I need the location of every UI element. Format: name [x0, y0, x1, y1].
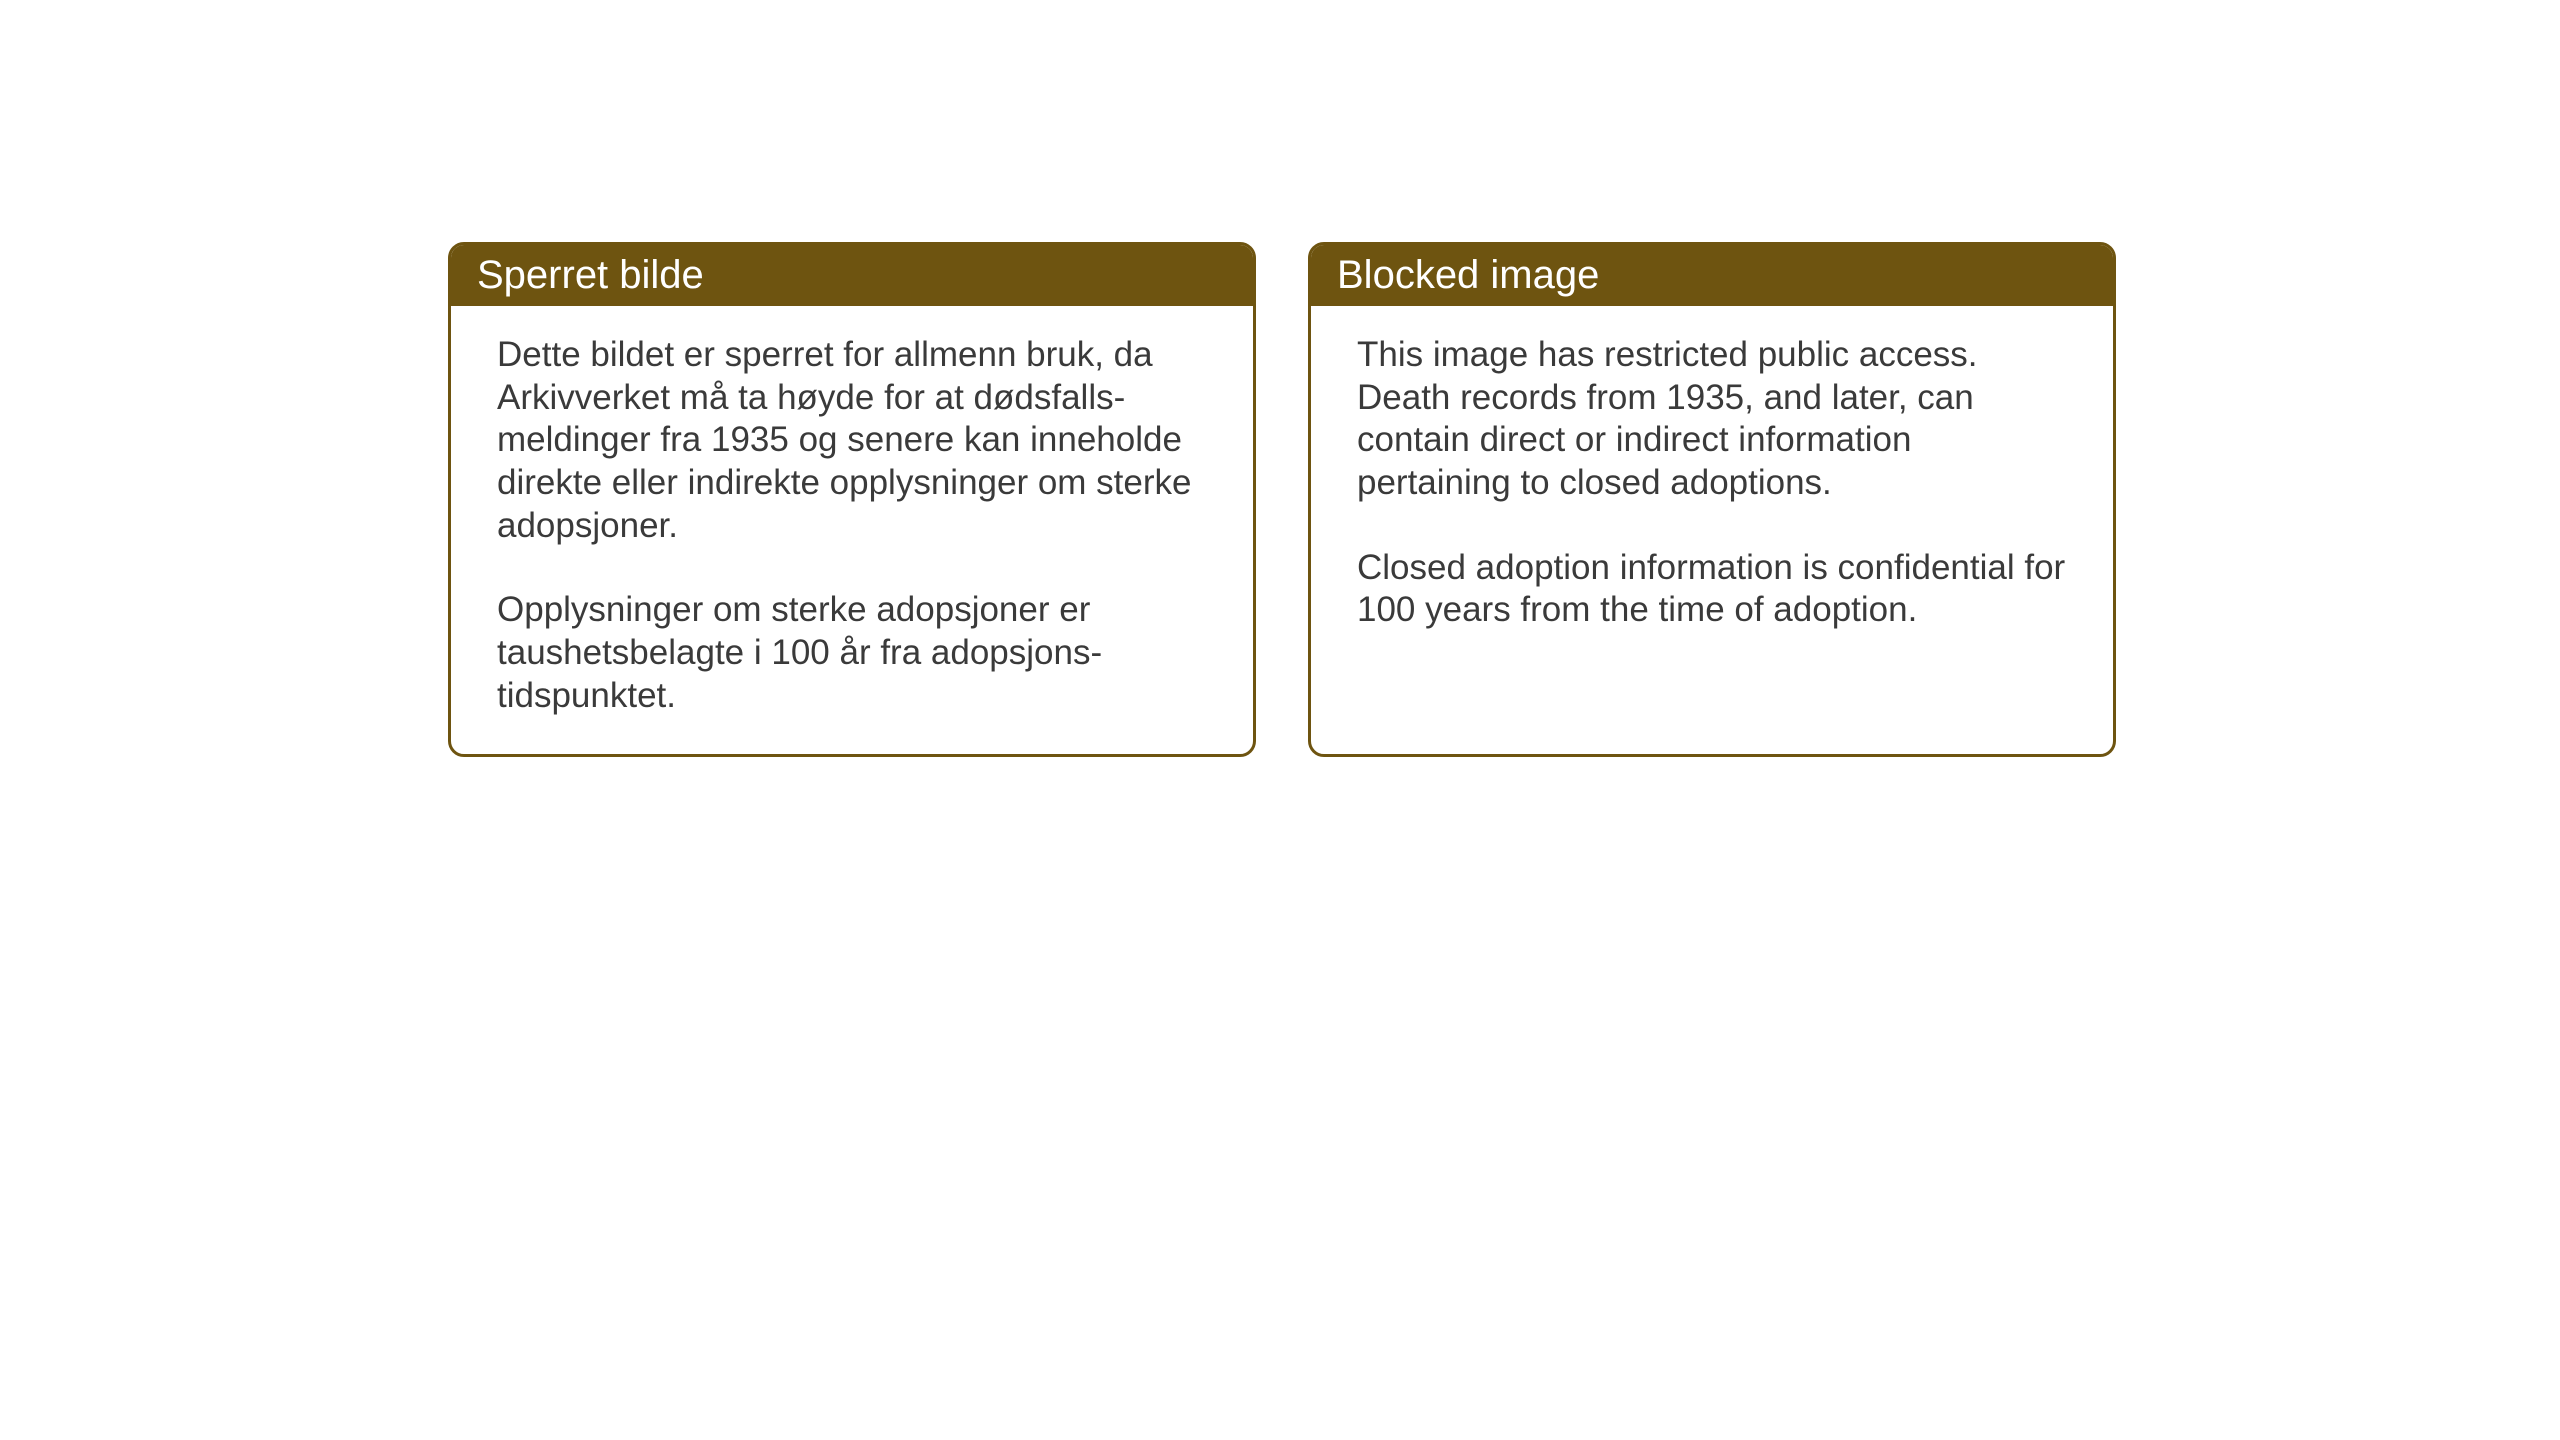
norwegian-card-body: Dette bildet er sperret for allmenn bruk… — [451, 306, 1253, 754]
norwegian-paragraph-2: Opplysninger om sterke adopsjoner er tau… — [497, 589, 1207, 717]
norwegian-paragraph-1: Dette bildet er sperret for allmenn bruk… — [497, 334, 1207, 547]
norwegian-card: Sperret bilde Dette bildet er sperret fo… — [448, 242, 1256, 757]
cards-container: Sperret bilde Dette bildet er sperret fo… — [448, 242, 2116, 757]
english-paragraph-1: This image has restricted public access.… — [1357, 334, 2067, 505]
norwegian-card-title: Sperret bilde — [451, 245, 1253, 306]
english-paragraph-2: Closed adoption information is confident… — [1357, 547, 2067, 632]
english-card-body: This image has restricted public access.… — [1311, 306, 2113, 696]
english-card-title: Blocked image — [1311, 245, 2113, 306]
english-card: Blocked image This image has restricted … — [1308, 242, 2116, 757]
